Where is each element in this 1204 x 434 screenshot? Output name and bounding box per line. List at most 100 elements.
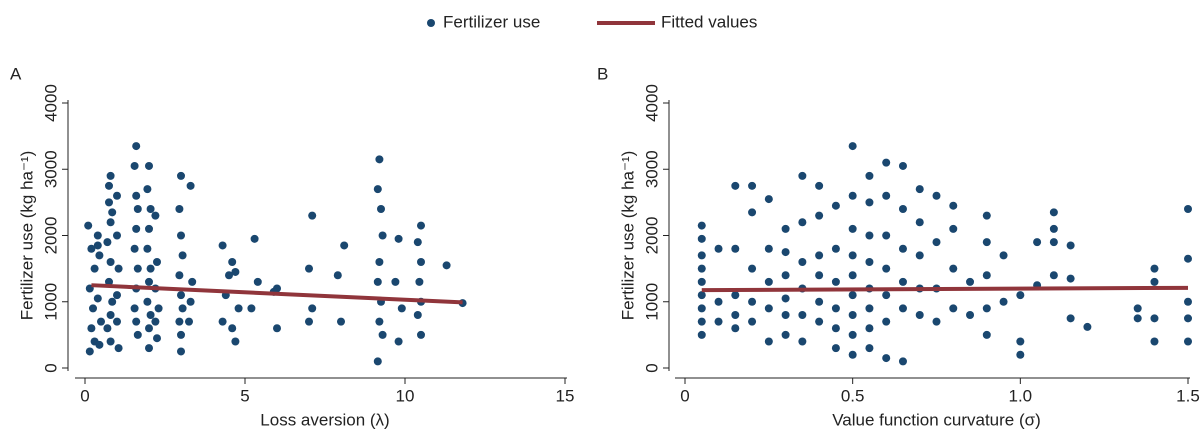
scatter-point: [218, 241, 227, 250]
scatter-point: [1150, 264, 1159, 273]
y-axis-label: Fertilizer use (kg ha⁻¹): [618, 151, 637, 321]
scatter-point: [831, 324, 840, 333]
scatter-point: [308, 211, 317, 220]
scatter-point: [132, 142, 141, 151]
scatter-point: [882, 291, 891, 300]
scatter-point: [1033, 238, 1042, 247]
scatter-point: [898, 277, 907, 286]
scatter-point: [1184, 314, 1192, 323]
scatter-point: [781, 311, 790, 319]
scatter-point: [1066, 314, 1075, 323]
scatter-point: [697, 330, 706, 339]
scatter-point: [337, 317, 345, 326]
scatter-point: [865, 304, 874, 313]
scatter-point: [151, 211, 160, 220]
scatter-point: [1049, 208, 1058, 217]
scatter-point: [143, 297, 152, 306]
scatter-point: [133, 264, 142, 273]
y-tick-label: 3000: [642, 150, 661, 188]
scatter-point: [748, 264, 757, 273]
scatter-point: [1016, 337, 1025, 346]
scatter-point: [898, 244, 907, 253]
scatter-point: [106, 258, 115, 266]
scatter-point: [105, 198, 113, 207]
scatter-point: [218, 317, 227, 326]
scatter-point: [377, 205, 385, 213]
scatter-point: [1066, 241, 1075, 250]
scatter-point: [143, 244, 152, 253]
scatter-point: [113, 191, 121, 200]
y-tick-label: 0: [642, 363, 661, 372]
fitted-line: [701, 285, 1189, 293]
scatter-point: [697, 264, 706, 273]
scatter-point: [982, 211, 991, 220]
scatter-point: [373, 185, 382, 194]
scatter-point: [731, 181, 740, 190]
scatter-point: [234, 304, 243, 313]
scatter-point: [253, 277, 262, 286]
scatter-point: [132, 317, 141, 326]
scatter-point: [731, 324, 740, 333]
scatter-point: [143, 185, 152, 194]
scatter-point: [865, 231, 874, 240]
scatter-point: [764, 304, 773, 313]
scatter-point: [882, 231, 891, 240]
scatter-point: [848, 271, 857, 280]
scatter-point: [932, 317, 941, 326]
scatter-point: [932, 191, 941, 200]
scatter-point: [815, 211, 824, 220]
scatter-point: [848, 142, 857, 151]
scatter-point: [113, 291, 121, 300]
scatter-point: [177, 347, 185, 356]
scatter-point: [442, 261, 451, 270]
scatter-point: [1049, 238, 1058, 247]
scatter-point: [1083, 322, 1092, 331]
x-tick-label: 0: [680, 386, 689, 405]
scatter-point: [145, 344, 153, 353]
legend-marker: [427, 19, 435, 27]
scatter-point: [273, 324, 281, 333]
scatter-point: [175, 271, 184, 280]
scatter-point: [373, 277, 382, 286]
scatter-point: [417, 330, 425, 339]
scatter-point: [154, 304, 163, 313]
scatter-point: [146, 264, 155, 273]
y-tick-label: 1000: [41, 283, 60, 321]
scatter-point: [764, 195, 773, 204]
scatter-point: [145, 324, 153, 333]
x-tick-label: 0: [80, 386, 89, 405]
x-axis-label: Value function curvature (σ): [832, 410, 1041, 429]
scatter-point: [898, 357, 907, 366]
scatter-point: [114, 264, 123, 273]
scatter-point: [865, 344, 874, 353]
scatter-point: [697, 234, 706, 243]
scatter-point: [831, 344, 840, 353]
scatter-point: [93, 294, 102, 303]
scatter-point: [898, 304, 907, 313]
fitted-line: [91, 283, 463, 305]
scatter-point: [185, 317, 193, 326]
scatter-point: [1184, 297, 1192, 306]
scatter-point: [731, 244, 740, 253]
x-tick-label: 15: [556, 386, 575, 405]
y-tick-label: 4000: [642, 84, 661, 122]
scatter-point: [966, 277, 975, 286]
scatter-point: [915, 218, 924, 227]
scatter-point: [305, 264, 313, 273]
scatter-point: [188, 277, 197, 286]
scatter-point: [417, 258, 425, 266]
scatter-point: [373, 357, 382, 366]
scatter-point: [1133, 314, 1142, 323]
scatter-point: [982, 238, 991, 247]
scatter-point: [130, 304, 139, 313]
scatter-point: [105, 277, 113, 286]
scatter-point: [84, 221, 93, 230]
scatter-point: [375, 317, 384, 326]
scatter-point: [714, 244, 723, 253]
scatter-point: [186, 181, 195, 190]
scatter-point: [1184, 254, 1192, 263]
scatter-point: [95, 251, 104, 260]
scatter-point: [132, 224, 141, 233]
scatter-point: [815, 317, 824, 326]
